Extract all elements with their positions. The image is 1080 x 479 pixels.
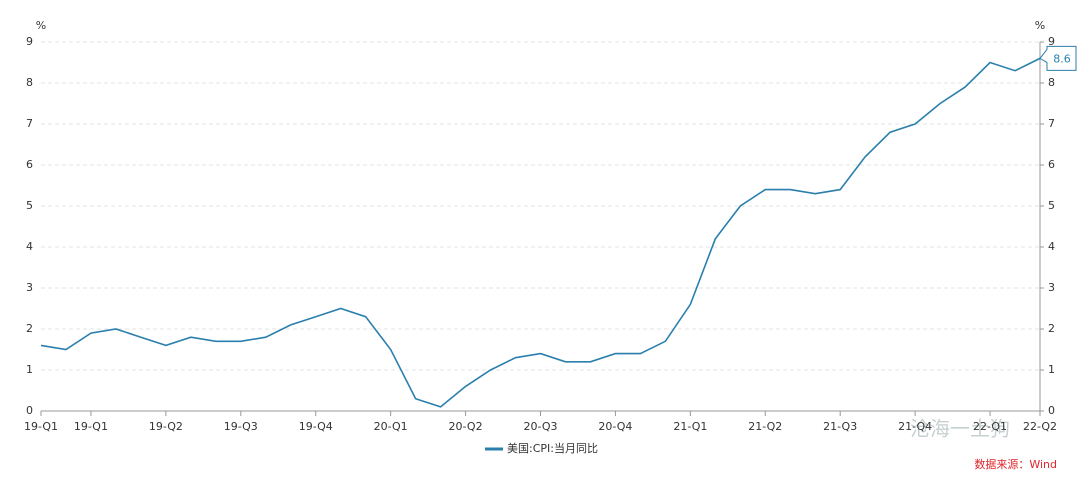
y-tick-label: 9: [26, 35, 33, 48]
x-tick-label: 22-Q1: [973, 420, 1007, 433]
y-tick-label: 7: [26, 117, 33, 130]
x-tick-label: 19-Q2: [149, 420, 183, 433]
x-tick-label: 19-Q3: [224, 420, 258, 433]
y2-tick-label: 2: [1048, 322, 1055, 335]
y2-tick-label: 6: [1048, 158, 1055, 171]
x-tick-label: 19-Q1: [74, 420, 108, 433]
y2-tick-label: 7: [1048, 117, 1055, 130]
y-axis-unit: %: [36, 19, 46, 32]
y2-tick-label: 9: [1048, 35, 1055, 48]
x-tick-label: 21-Q2: [748, 420, 782, 433]
x-tick-label: 20-Q3: [523, 420, 557, 433]
x-tick-label: 20-Q4: [598, 420, 632, 433]
x-tick-label: 21-Q4: [898, 420, 932, 433]
watermark: 沧海一土狗: [910, 417, 1010, 441]
x-tick-label: 21-Q1: [673, 420, 707, 433]
y-tick-label: 4: [26, 240, 33, 253]
x-tick-label: 19-Q4: [299, 420, 333, 433]
data-label: 8.6: [1053, 52, 1071, 65]
callout-box: [1039, 45, 1077, 71]
y2-tick-label: 3: [1048, 281, 1055, 294]
legend-label: 美国:CPI:当月同比: [507, 441, 598, 455]
y-tick-label: 5: [26, 199, 33, 212]
y-tick-label: 1: [26, 363, 33, 376]
y-tick-label: 8: [26, 76, 33, 89]
source-note: 数据来源：Wind: [974, 457, 1057, 471]
x-tick-label: 20-Q1: [374, 420, 408, 433]
y2-tick-label: 1: [1048, 363, 1055, 376]
x-tick-label: 20-Q2: [449, 420, 483, 433]
y2-tick-label: 0: [1048, 404, 1055, 417]
y-tick-label: 0: [26, 404, 33, 417]
y2-tick-label: 8: [1048, 76, 1055, 89]
y2-axis-unit: %: [1035, 19, 1045, 32]
y-tick-label: 6: [26, 158, 33, 171]
y2-tick-label: 4: [1048, 240, 1055, 253]
x-tick-label: 22-Q2: [1023, 420, 1057, 433]
y2-tick-label: 5: [1048, 199, 1055, 212]
series-line: [40, 57, 1041, 408]
x-tick-label: 21-Q3: [823, 420, 857, 433]
y-tick-label: 3: [26, 281, 33, 294]
x-tick-label: 19-Q1: [24, 420, 58, 433]
y-tick-label: 2: [26, 322, 33, 335]
